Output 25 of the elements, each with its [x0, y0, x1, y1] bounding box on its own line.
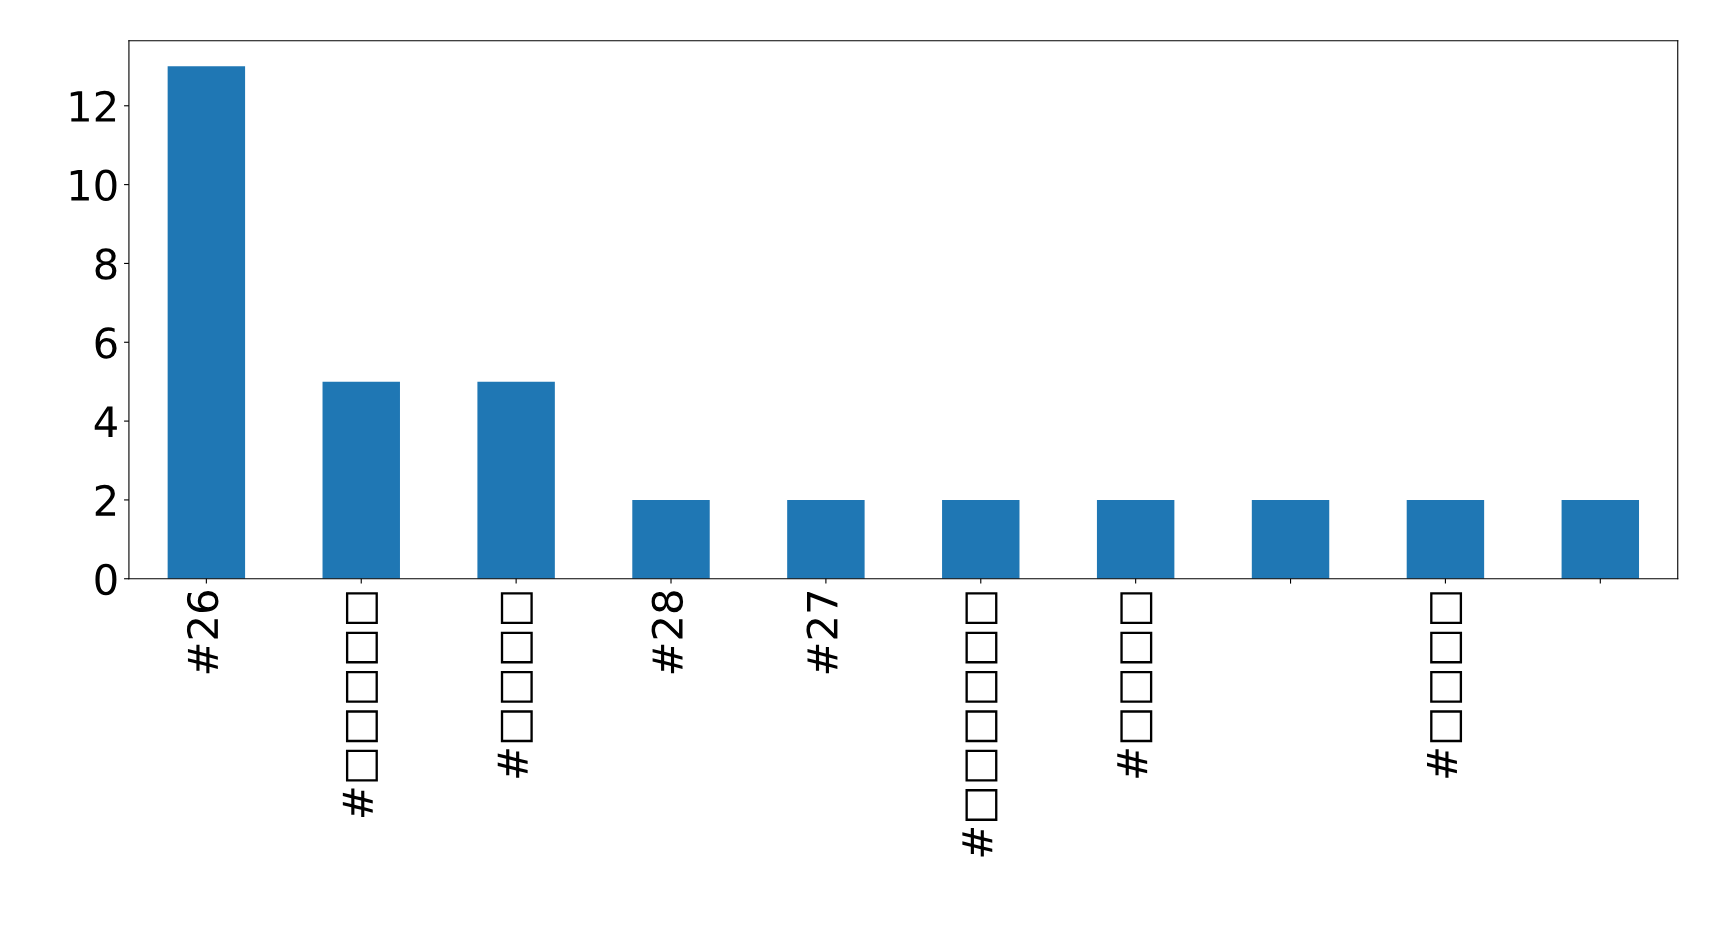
- y-tick-label: 2: [95, 484, 116, 516]
- x-tick-label: #□□□□□: [342, 592, 378, 818]
- bar: [1406, 499, 1485, 579]
- bar: [632, 499, 710, 579]
- y-tick-label: 6: [95, 327, 117, 359]
- y-tick-label: 10: [70, 169, 117, 202]
- x-tick-label: #□□□□: [1117, 592, 1153, 778]
- x-tick-label: #□□□□□□: [962, 592, 998, 857]
- bar: [1096, 499, 1175, 579]
- bar: [1251, 499, 1330, 579]
- bar: [942, 499, 1020, 579]
- y-tick-label: 4: [94, 406, 117, 437]
- x-tick-label: #□□□□: [1427, 592, 1463, 778]
- bar: [167, 66, 246, 579]
- x-tick-label: #26: [186, 591, 219, 674]
- x-tick-label: #27: [806, 592, 838, 674]
- y-tick-label: 8: [95, 248, 117, 280]
- x-tick-label: #□□□□: [497, 592, 533, 778]
- y-tick-label: 0: [95, 563, 117, 596]
- bar: [322, 381, 400, 579]
- bar: [1561, 499, 1640, 579]
- bar: [477, 381, 555, 579]
- x-tick-label: #28: [651, 591, 684, 674]
- y-tick-label: 12: [70, 90, 116, 122]
- bar: [787, 499, 865, 579]
